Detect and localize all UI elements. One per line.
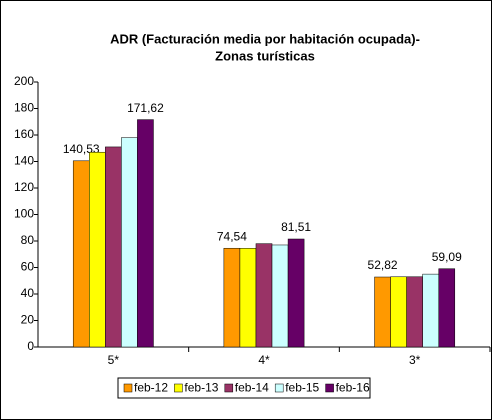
data-label: 81,51: [281, 220, 311, 234]
legend-label: feb-13: [184, 381, 218, 395]
y-tick-label: 200: [14, 74, 34, 88]
legend-label: feb-15: [285, 381, 319, 395]
legend-swatch: [224, 383, 234, 393]
data-label: 59,09: [432, 250, 462, 264]
legend-label: feb-16: [336, 381, 370, 395]
bar: [438, 268, 456, 348]
legend-swatch: [325, 383, 334, 393]
data-label: 74,54: [217, 229, 247, 243]
data-label: 52,82: [368, 258, 398, 272]
y-tick-label: 140: [14, 154, 34, 168]
y-tick-label: 20: [21, 313, 35, 327]
legend-swatch: [174, 383, 183, 393]
bar: [223, 247, 241, 348]
bar: [255, 243, 273, 348]
bar: [287, 238, 305, 348]
x-tick-label: 5*: [108, 353, 120, 367]
y-tick-label: 40: [21, 286, 35, 300]
bar: [89, 151, 106, 348]
x-tick-label: 3*: [409, 353, 421, 367]
legend-label: feb-14: [235, 381, 269, 395]
y-tick-label: 180: [14, 101, 34, 115]
bar: [422, 273, 439, 348]
y-tick-label: 60: [21, 260, 35, 274]
legend-label: feb-12: [134, 381, 168, 395]
y-tick-label: 80: [21, 233, 35, 247]
bar: [271, 244, 289, 348]
y-tick-label: 160: [14, 127, 34, 141]
legend-swatch: [274, 383, 284, 393]
bar: [137, 119, 154, 348]
bar: [406, 276, 423, 348]
bar: [390, 276, 407, 348]
legend-swatch: [123, 383, 133, 393]
bar: [239, 248, 257, 348]
data-label: 171,62: [127, 101, 164, 115]
legend-box: [117, 377, 371, 399]
chart-title: Zonas turísticas: [215, 48, 315, 63]
y-tick-label: 0: [27, 339, 34, 353]
x-tick-label: 4*: [258, 353, 270, 367]
bar: [374, 276, 391, 348]
bar: [121, 137, 138, 348]
y-tick-label: 120: [14, 180, 34, 194]
y-tick-label: 100: [14, 207, 34, 221]
bar: [72, 160, 90, 348]
chart-title: ADR (Facturación media por habitación oc…: [110, 31, 420, 46]
bar: [105, 146, 122, 348]
